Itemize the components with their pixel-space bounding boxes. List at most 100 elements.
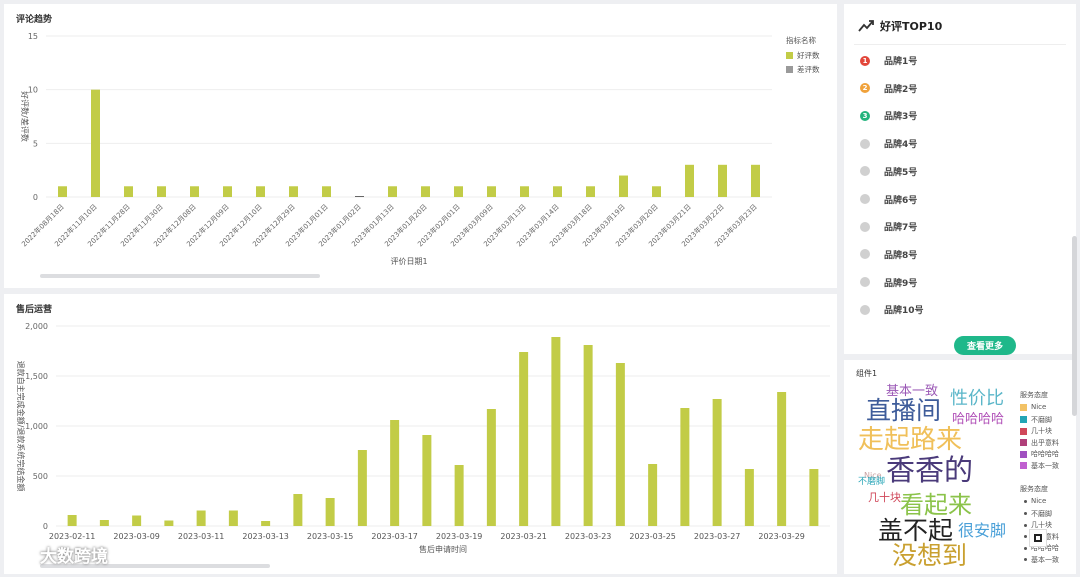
- y-tick-label: 15: [28, 32, 38, 41]
- wc-legend2-item[interactable]: 哈哈哈哈: [1024, 543, 1059, 553]
- rank-item[interactable]: 1 品牌1号: [860, 54, 917, 67]
- rank-item[interactable]: 2 品牌2号: [860, 82, 917, 95]
- bar-good: [58, 186, 67, 197]
- bar: [809, 469, 819, 526]
- bar-good: [454, 186, 463, 197]
- legend-title: 指标名称: [786, 36, 816, 45]
- wc-legend2-title: 服务态度: [1020, 485, 1048, 493]
- wc-legend2-item[interactable]: 几十块: [1024, 520, 1052, 530]
- wc-word: 性价比: [950, 388, 1004, 409]
- wc-legend1-item[interactable]: Nice: [1020, 403, 1046, 411]
- rank-item[interactable]: 品牌10号: [860, 303, 924, 316]
- bar: [67, 515, 77, 526]
- after-sales-panel: 售后运营 0 500 1,000 1,500 2,000 2023-02-11 2023-0…: [4, 294, 837, 574]
- bar: [196, 510, 206, 526]
- rank-name: 品牌10号: [884, 306, 924, 317]
- watermark: 大数跨境: [8, 542, 108, 567]
- rank-name: 品牌5号: [884, 167, 918, 178]
- rank-badge: 1: [860, 55, 870, 66]
- y-tick-label: 0: [43, 522, 48, 531]
- review-trend-chart: 0510152022年08月18日2022年11月10日2022年11月28日2…: [19, 32, 772, 266]
- y-tick-label: 500: [33, 472, 48, 481]
- watermark-logo-icon: [9, 543, 33, 565]
- bar: [261, 521, 271, 526]
- rank-badge: [860, 304, 870, 315]
- bar-good: [388, 186, 397, 197]
- rank-name: 品牌8号: [884, 250, 918, 261]
- bar: [99, 520, 109, 526]
- wc-word: 基本一致: [886, 384, 939, 399]
- wc-legend2-item[interactable]: Nice: [1024, 497, 1046, 505]
- legend-dot: [1024, 546, 1027, 550]
- bar: [422, 435, 432, 526]
- x-axis-label: 售后申请时间: [419, 544, 467, 554]
- legend-swatch: [1020, 427, 1027, 435]
- after-sales-scrollbar[interactable]: [40, 564, 270, 568]
- bar: [293, 494, 303, 526]
- rank-badge: 2: [860, 83, 870, 94]
- wordcloud-title: 组件1: [856, 369, 878, 378]
- wc-word: 看起来: [900, 491, 972, 519]
- review-trend-panel: 评论趋势 0 5 10 15 2022年08月18日 2022年11月10日 2022年11…: [4, 4, 837, 288]
- rank-badge: 3: [860, 110, 870, 121]
- legend-swatch: [1020, 403, 1027, 411]
- wc-legend1-item[interactable]: 基本一致: [1020, 461, 1059, 471]
- bar-good: [718, 164, 727, 197]
- y-tick-label: 10: [28, 86, 38, 95]
- legend-dot: [1024, 512, 1027, 515]
- wc-legend1-item[interactable]: 几十块: [1020, 426, 1052, 436]
- bar: [777, 392, 787, 526]
- wc-word: 走起路来: [858, 425, 963, 455]
- rank-item[interactable]: 品牌4号: [860, 137, 917, 150]
- legend-bad[interactable]: 差评数: [786, 64, 820, 75]
- bar-good: [586, 186, 595, 197]
- legend-good-label: 好评数: [797, 51, 820, 60]
- wc-legend2-item[interactable]: 不磨脚: [1024, 509, 1052, 519]
- rank-badge: [860, 221, 870, 232]
- wc-word: 很安脚: [958, 521, 1007, 540]
- x-tick-label: 2023-03-13: [242, 532, 289, 541]
- legend-label: Nice: [1031, 497, 1047, 505]
- rank-badge: [860, 194, 870, 204]
- x-tick-label: 2023-03-11: [178, 532, 225, 541]
- trending-up-icon: [858, 20, 874, 32]
- rank-item[interactable]: 品牌7号: [860, 220, 917, 233]
- wc-word: 几十块: [868, 491, 901, 504]
- bar: [454, 465, 464, 526]
- view-more-button[interactable]: 查看更多: [954, 336, 1016, 355]
- bar-good: [520, 186, 529, 197]
- rank-name: 品牌1号: [884, 57, 918, 67]
- bar: [325, 498, 335, 526]
- review-trend-scrollbar[interactable]: [40, 274, 320, 278]
- legend-bad-label: 差评数: [797, 65, 820, 74]
- legend-dot: [1024, 499, 1027, 503]
- top10-header: 好评TOP10: [858, 18, 942, 34]
- rank-item[interactable]: 3 品牌3号: [860, 109, 917, 122]
- rank-item[interactable]: 品牌6号: [860, 193, 917, 206]
- wc-legend2-item[interactable]: 基本一致: [1024, 555, 1059, 565]
- legend-good[interactable]: 好评数: [786, 50, 820, 61]
- rank-name: 品牌4号: [884, 140, 918, 151]
- wc-legend1-item[interactable]: 出乎意料: [1020, 438, 1059, 448]
- after-sales-title: 售后运营: [16, 305, 53, 315]
- bar-good: [487, 186, 496, 197]
- bar: [228, 510, 238, 526]
- wc-word: 直播间: [866, 396, 942, 425]
- wc-legend1-item[interactable]: 不磨脚: [1020, 415, 1052, 425]
- expand-icon[interactable]: [1029, 529, 1047, 547]
- legend-label: 几十块: [1031, 427, 1052, 435]
- rank-item[interactable]: 品牌9号: [860, 276, 917, 289]
- rank-item[interactable]: 品牌8号: [860, 248, 917, 261]
- page-vertical-scrollbar[interactable]: [1072, 236, 1077, 416]
- legend-swatch: [1020, 450, 1027, 458]
- rank-item[interactable]: 品牌5号: [860, 165, 917, 178]
- y-tick-label: 2,000: [25, 322, 48, 331]
- rank-badge: [860, 138, 870, 149]
- legend-label: 几十块: [1031, 521, 1052, 529]
- wc-legend1-item[interactable]: 哈哈哈哈: [1020, 449, 1059, 459]
- legend-dot: [1024, 523, 1027, 527]
- x-tick-label: 2023-03-17: [371, 532, 418, 541]
- bar-good: [256, 186, 265, 197]
- bar: [648, 464, 658, 526]
- legend-label: 出乎意料: [1031, 438, 1059, 447]
